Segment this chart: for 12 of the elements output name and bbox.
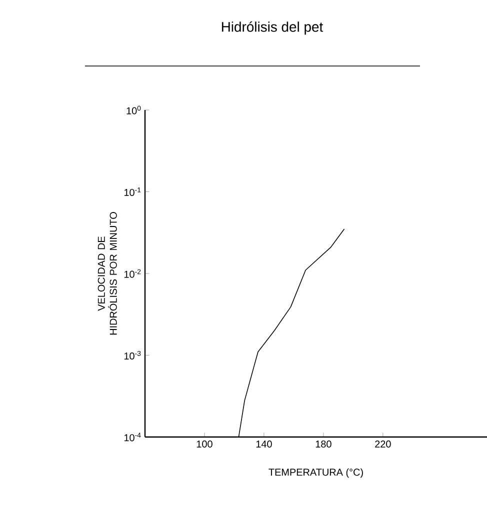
x-tick-label: 100: [196, 440, 212, 448]
y-tick-label: 10$^{-1}$: [124, 187, 141, 196]
y-axis-title: VELOCIDAD DE HIDRÓLISIS POR MINUTO: [98, 212, 117, 335]
x-tick-label: 180: [316, 440, 332, 448]
y-tick-label: 10$^{-2}$: [124, 269, 141, 278]
y-tick-label: 10$^{-4}$: [124, 432, 141, 442]
x-tick-label: 140: [256, 440, 272, 448]
y-tick-label: 10$^{-3}$: [124, 350, 141, 360]
x-tick-label: 220: [375, 440, 391, 448]
y-tick-label: 10$^{0}$: [126, 106, 141, 114]
chart-title: Hidrólisis del pet: [222, 21, 324, 35]
x-axis-title: TEMPERATURA (°C): [268, 468, 363, 478]
